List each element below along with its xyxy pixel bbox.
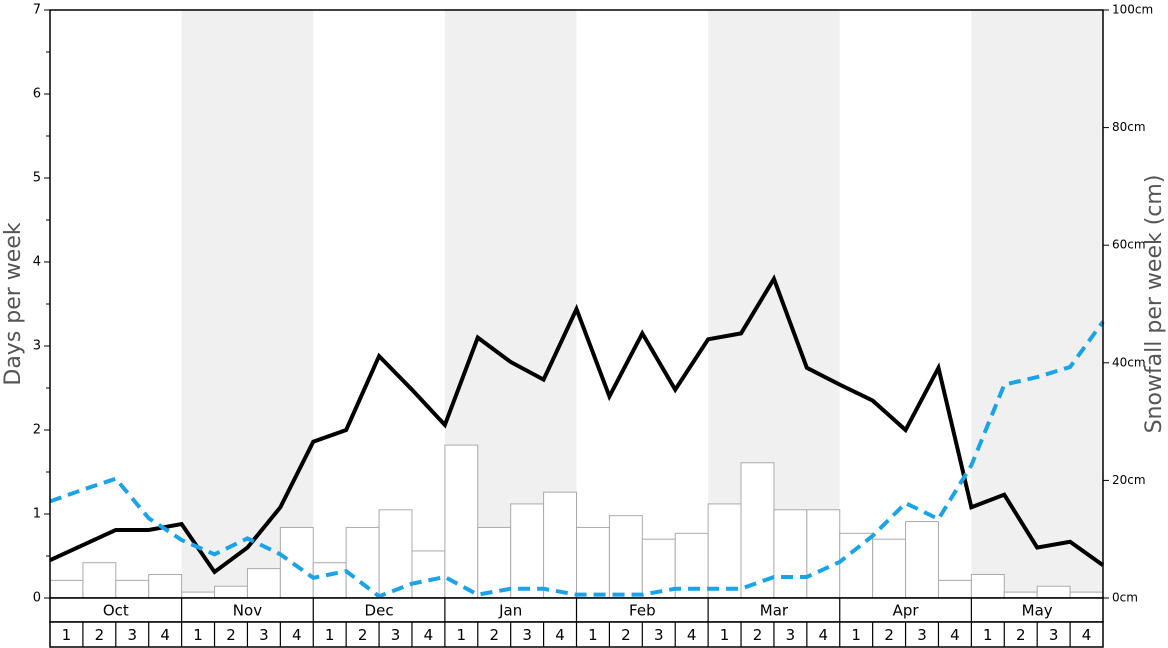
x-tick-label: 4: [687, 626, 697, 644]
x-tick-label: 4: [292, 626, 302, 644]
x-tick-label: 4: [160, 626, 170, 644]
bar: [905, 521, 939, 599]
y2-tick-label: 0cm: [1112, 591, 1138, 605]
bar: [806, 509, 841, 599]
y-tick-label: 1: [33, 507, 41, 522]
x-tick-label: 4: [555, 626, 565, 644]
x-tick-label: 2: [1016, 626, 1026, 644]
y-tick-label: 2: [33, 423, 41, 438]
x-tick-label: 3: [522, 626, 532, 644]
month-label: Jan: [498, 602, 522, 620]
x-tick-label: 1: [851, 626, 861, 644]
x-tick-label: 2: [884, 626, 894, 644]
month-label: Nov: [233, 602, 262, 620]
y-tick-label: 0: [33, 591, 41, 606]
x-tick-label: 3: [654, 626, 664, 644]
y-tick-label: 3: [33, 339, 41, 354]
month-band: [971, 10, 1103, 598]
bar: [1069, 591, 1104, 599]
x-tick-label: 1: [325, 626, 335, 644]
bar: [707, 503, 742, 599]
x-tick-label: 2: [226, 626, 236, 644]
x-tick-label: 3: [917, 626, 927, 644]
month-label: Oct: [103, 602, 129, 620]
x-tick-label: 2: [621, 626, 631, 644]
bar: [148, 573, 183, 599]
y2-tick-label: 80cm: [1112, 120, 1146, 134]
x-tick-label: 1: [457, 626, 467, 644]
bar: [82, 562, 117, 599]
x-tick-label: 3: [127, 626, 137, 644]
bar: [543, 491, 577, 599]
bar: [345, 526, 380, 599]
x-tick-label: 1: [193, 626, 203, 644]
y2-tick-label: 60cm: [1112, 238, 1146, 252]
x-tick-label: 3: [391, 626, 401, 644]
x-tick-label: 4: [950, 626, 960, 644]
bar: [839, 532, 874, 599]
x-tick-label: 1: [983, 626, 993, 644]
x-tick-label: 4: [424, 626, 434, 644]
bar: [576, 526, 610, 599]
x-tick-label: 1: [720, 626, 730, 644]
bar: [1003, 591, 1038, 599]
bar: [312, 562, 347, 599]
bar: [214, 585, 248, 599]
month-label: Dec: [365, 602, 394, 620]
month-label: Apr: [893, 602, 920, 620]
bar: [181, 591, 216, 599]
x-tick-label: 4: [819, 626, 829, 644]
y-tick-label: 6: [33, 87, 41, 102]
bar: [773, 509, 808, 599]
x-tick-label: 2: [358, 626, 368, 644]
y-axis-label: Days per week: [1, 222, 26, 385]
bar: [378, 509, 413, 599]
y2-tick-label: 100cm: [1112, 3, 1153, 17]
bar: [1036, 585, 1071, 599]
x-tick-label: 1: [62, 626, 72, 644]
bar: [411, 550, 446, 599]
bar: [510, 503, 545, 599]
y2-axis-label: Snowfall per week (cm): [1142, 175, 1167, 434]
x-tick-label: 3: [1049, 626, 1059, 644]
bar: [477, 526, 512, 599]
bar: [872, 538, 907, 599]
line-series: [49, 320, 1105, 599]
bar: [608, 515, 643, 599]
y2-tick-label: 20cm: [1112, 473, 1146, 487]
y2-tick-label: 40cm: [1112, 355, 1146, 369]
line-series: [49, 274, 1105, 575]
x-tick-label: 2: [95, 626, 105, 644]
x-tick-label: 3: [786, 626, 796, 644]
x-tick-label: 2: [489, 626, 499, 644]
x-tick-label: 2: [753, 626, 763, 644]
bar: [246, 568, 281, 599]
y-tick-label: 5: [33, 171, 41, 186]
bar: [444, 444, 479, 599]
y-tick-label: 4: [33, 255, 41, 270]
x-tick-label: 3: [259, 626, 269, 644]
month-label: Feb: [629, 602, 656, 620]
bar: [279, 526, 314, 599]
bar: [49, 579, 84, 599]
month-label: May: [1022, 602, 1053, 620]
bar: [937, 579, 972, 599]
y-tick-label: 7: [33, 3, 41, 18]
x-tick-label: 1: [588, 626, 598, 644]
bar: [970, 573, 1005, 599]
month-label: Mar: [760, 602, 789, 620]
bar: [115, 579, 150, 599]
month-band: [181, 10, 314, 598]
x-tick-label: 4: [1082, 626, 1092, 644]
